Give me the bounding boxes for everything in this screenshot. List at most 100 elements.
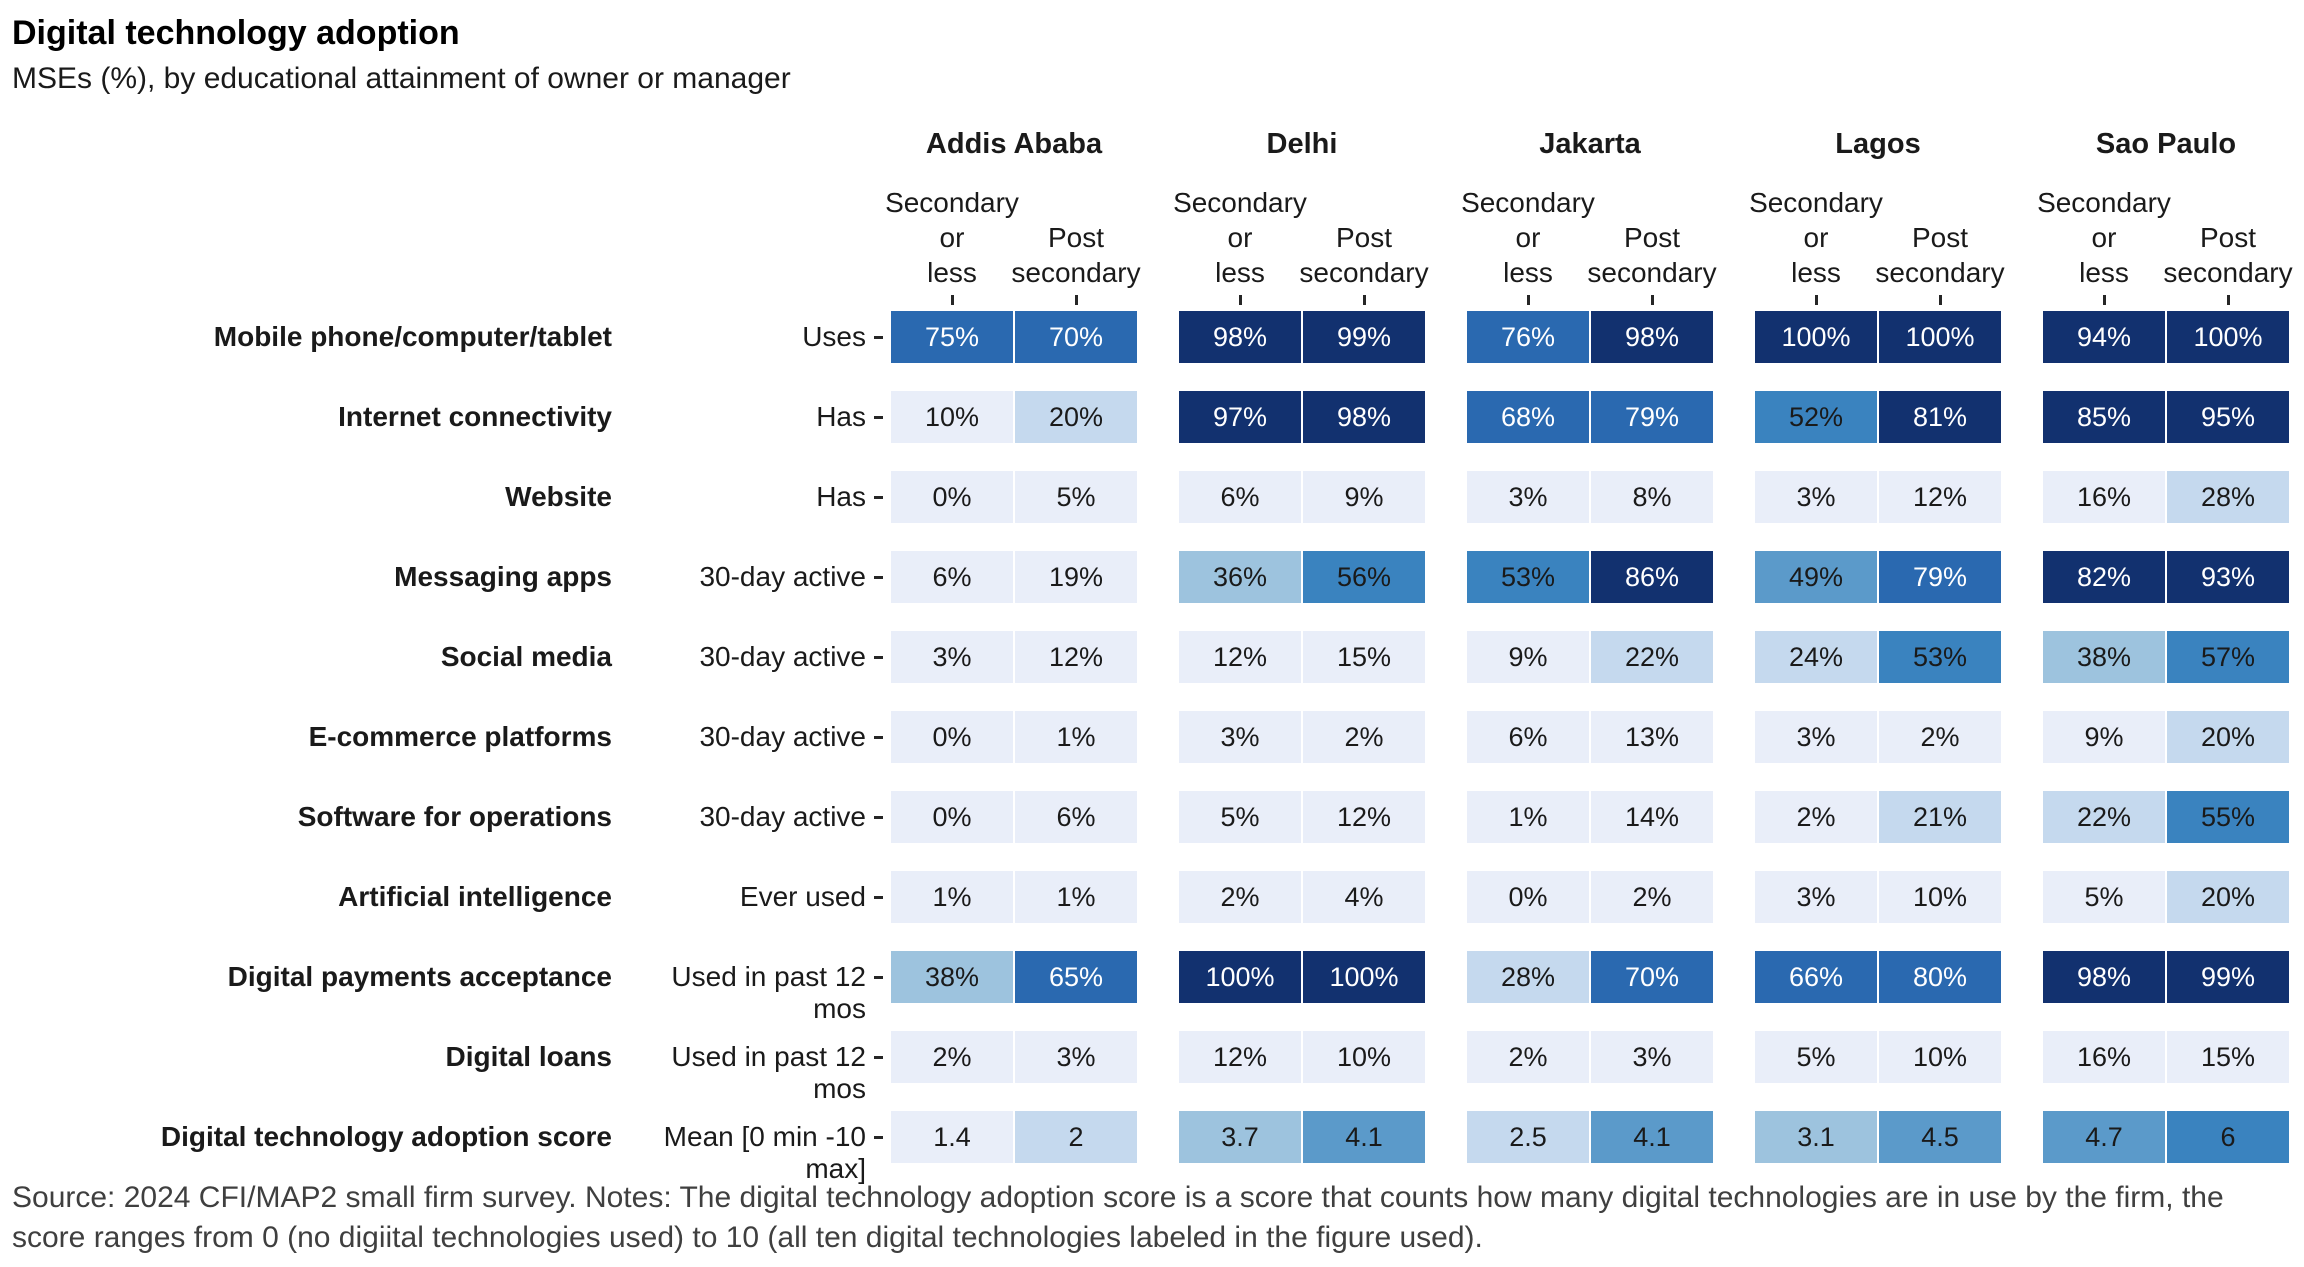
column-subheader-line: Post: [1335, 222, 1393, 253]
heatmap-cell: 22%: [2042, 790, 2166, 844]
heatmap-cell: 55%: [2166, 790, 2290, 844]
heatmap-cell: 4.7: [2042, 1110, 2166, 1164]
heatmap-cell: 16%: [2042, 1030, 2166, 1084]
column-group-label-jakarta: Jakarta: [1539, 128, 1641, 160]
heatmap-cell: 100%: [1302, 950, 1426, 1004]
row-label: Software for operations: [297, 801, 612, 832]
heatmap-cell: 100%: [1178, 950, 1302, 1004]
row-label: Mobile phone/computer/tablet: [213, 321, 612, 352]
column-subheader-line: Secondary: [2037, 187, 2171, 218]
row-qualifier: Used in past 12 mos: [671, 1041, 866, 1104]
row-tick: [874, 976, 883, 979]
heatmap-cell: 15%: [2166, 1030, 2290, 1084]
column-subheader-line: secondary: [1011, 257, 1141, 288]
heatmap-cell: 24%: [1754, 630, 1878, 684]
page-title: Digital technology adoption: [12, 14, 460, 52]
heatmap-cell: 56%: [1302, 550, 1426, 604]
row-label: E-commerce platforms: [308, 721, 612, 752]
row-label: Internet connectivity: [338, 401, 612, 432]
row-label: Digital payments acceptance: [227, 961, 612, 992]
row-tick: [874, 896, 883, 899]
heatmap-cell: 5%: [1178, 790, 1302, 844]
heatmap-cell: 98%: [1590, 310, 1714, 364]
column-tick: [1814, 295, 1818, 305]
heatmap-cell: 98%: [1302, 390, 1426, 444]
heatmap-cell: 3%: [1590, 1030, 1714, 1084]
row-label: Digital technology adoption score: [160, 1121, 612, 1152]
column-tick: [1938, 295, 1942, 305]
column-group-label-delhi: Delhi: [1266, 128, 1338, 160]
heatmap-cell: 28%: [1466, 950, 1590, 1004]
heatmap-cell: 3.7: [1178, 1110, 1302, 1164]
heatmap-cell: 12%: [1302, 790, 1426, 844]
heatmap-cell: 79%: [1590, 390, 1714, 444]
column-subheader-line: Post: [1623, 222, 1681, 253]
heatmap-cell: 2%: [1878, 710, 2002, 764]
column-subheader-line: or: [939, 222, 965, 253]
heatmap-cell: 0%: [1466, 870, 1590, 924]
row-tick: [874, 496, 883, 499]
heatmap-cell: 3%: [1754, 710, 1878, 764]
heatmap-cell: 82%: [2042, 550, 2166, 604]
heatmap-cell: 1%: [890, 870, 1014, 924]
row-tick: [874, 576, 883, 579]
heatmap-cell: 19%: [1014, 550, 1138, 604]
row-tick: [874, 336, 883, 339]
column-tick: [1074, 295, 1078, 305]
heatmap-cell: 2%: [1466, 1030, 1590, 1084]
heatmap-cell: 6%: [1014, 790, 1138, 844]
heatmap-cell: 81%: [1878, 390, 2002, 444]
row-tick: [874, 736, 883, 739]
heatmap-cell: 2%: [1754, 790, 1878, 844]
row-qualifier: Mean [0 min -10 max]: [663, 1121, 866, 1184]
heatmap-cell: 13%: [1590, 710, 1714, 764]
column-subheader: Secondary or less: [1433, 182, 1623, 290]
column-subheader-line: secondary: [1875, 257, 2005, 288]
heatmap-cell: 53%: [1466, 550, 1590, 604]
heatmap-cell: 3%: [1754, 870, 1878, 924]
heatmap-cell: 0%: [890, 710, 1014, 764]
heatmap-cell: 14%: [1590, 790, 1714, 844]
heatmap-cell: 3%: [1754, 470, 1878, 524]
column-subheader-line: or: [2091, 222, 2117, 253]
page-subtitle: MSEs (%), by educational attainment of o…: [12, 62, 791, 95]
heatmap-cell: 70%: [1590, 950, 1714, 1004]
column-subheader-line: Secondary: [1173, 187, 1307, 218]
heatmap-cell: 3%: [1178, 710, 1302, 764]
heatmap-cell: 5%: [1754, 1030, 1878, 1084]
heatmap-cell: 6: [2166, 1110, 2290, 1164]
heatmap-cell: 28%: [2166, 470, 2290, 524]
heatmap-cell: 9%: [1302, 470, 1426, 524]
heatmap-cell: 1.4: [890, 1110, 1014, 1164]
heatmap-cell: 1%: [1014, 710, 1138, 764]
heatmap-cell: 3%: [1014, 1030, 1138, 1084]
heatmap-cell: 86%: [1590, 550, 1714, 604]
heatmap-cell: 1%: [1466, 790, 1590, 844]
heatmap-cell: 97%: [1178, 390, 1302, 444]
heatmap-cell: 4%: [1302, 870, 1426, 924]
heatmap-cell: 38%: [2042, 630, 2166, 684]
row-tick: [874, 656, 883, 659]
heatmap-cell: 20%: [1014, 390, 1138, 444]
heatmap-cell: 0%: [890, 470, 1014, 524]
heatmap-cell: 21%: [1878, 790, 2002, 844]
column-subheader: Secondary or less: [1145, 182, 1335, 290]
heatmap-cell: 80%: [1878, 950, 2002, 1004]
column-subheader-line: less: [927, 257, 977, 288]
heatmap-cell: 6%: [890, 550, 1014, 604]
heatmap-cell: 4.1: [1302, 1110, 1426, 1164]
row-label: Social media: [440, 641, 612, 672]
heatmap-cell: 6%: [1466, 710, 1590, 764]
heatmap-cell: 99%: [1302, 310, 1426, 364]
heatmap-cell: 2%: [890, 1030, 1014, 1084]
heatmap-cell: 12%: [1878, 470, 2002, 524]
heatmap-cell: 12%: [1178, 1030, 1302, 1084]
row-qualifier: 30-day active: [699, 801, 866, 832]
heatmap-cell: 94%: [2042, 310, 2166, 364]
heatmap-cell: 22%: [1590, 630, 1714, 684]
heatmap-cell: 1%: [1014, 870, 1138, 924]
row-qualifier: Uses: [802, 321, 866, 352]
row-qualifier: Has: [816, 481, 866, 512]
source-note: Source: 2024 CFI/MAP2 small firm survey.…: [12, 1181, 2224, 1254]
